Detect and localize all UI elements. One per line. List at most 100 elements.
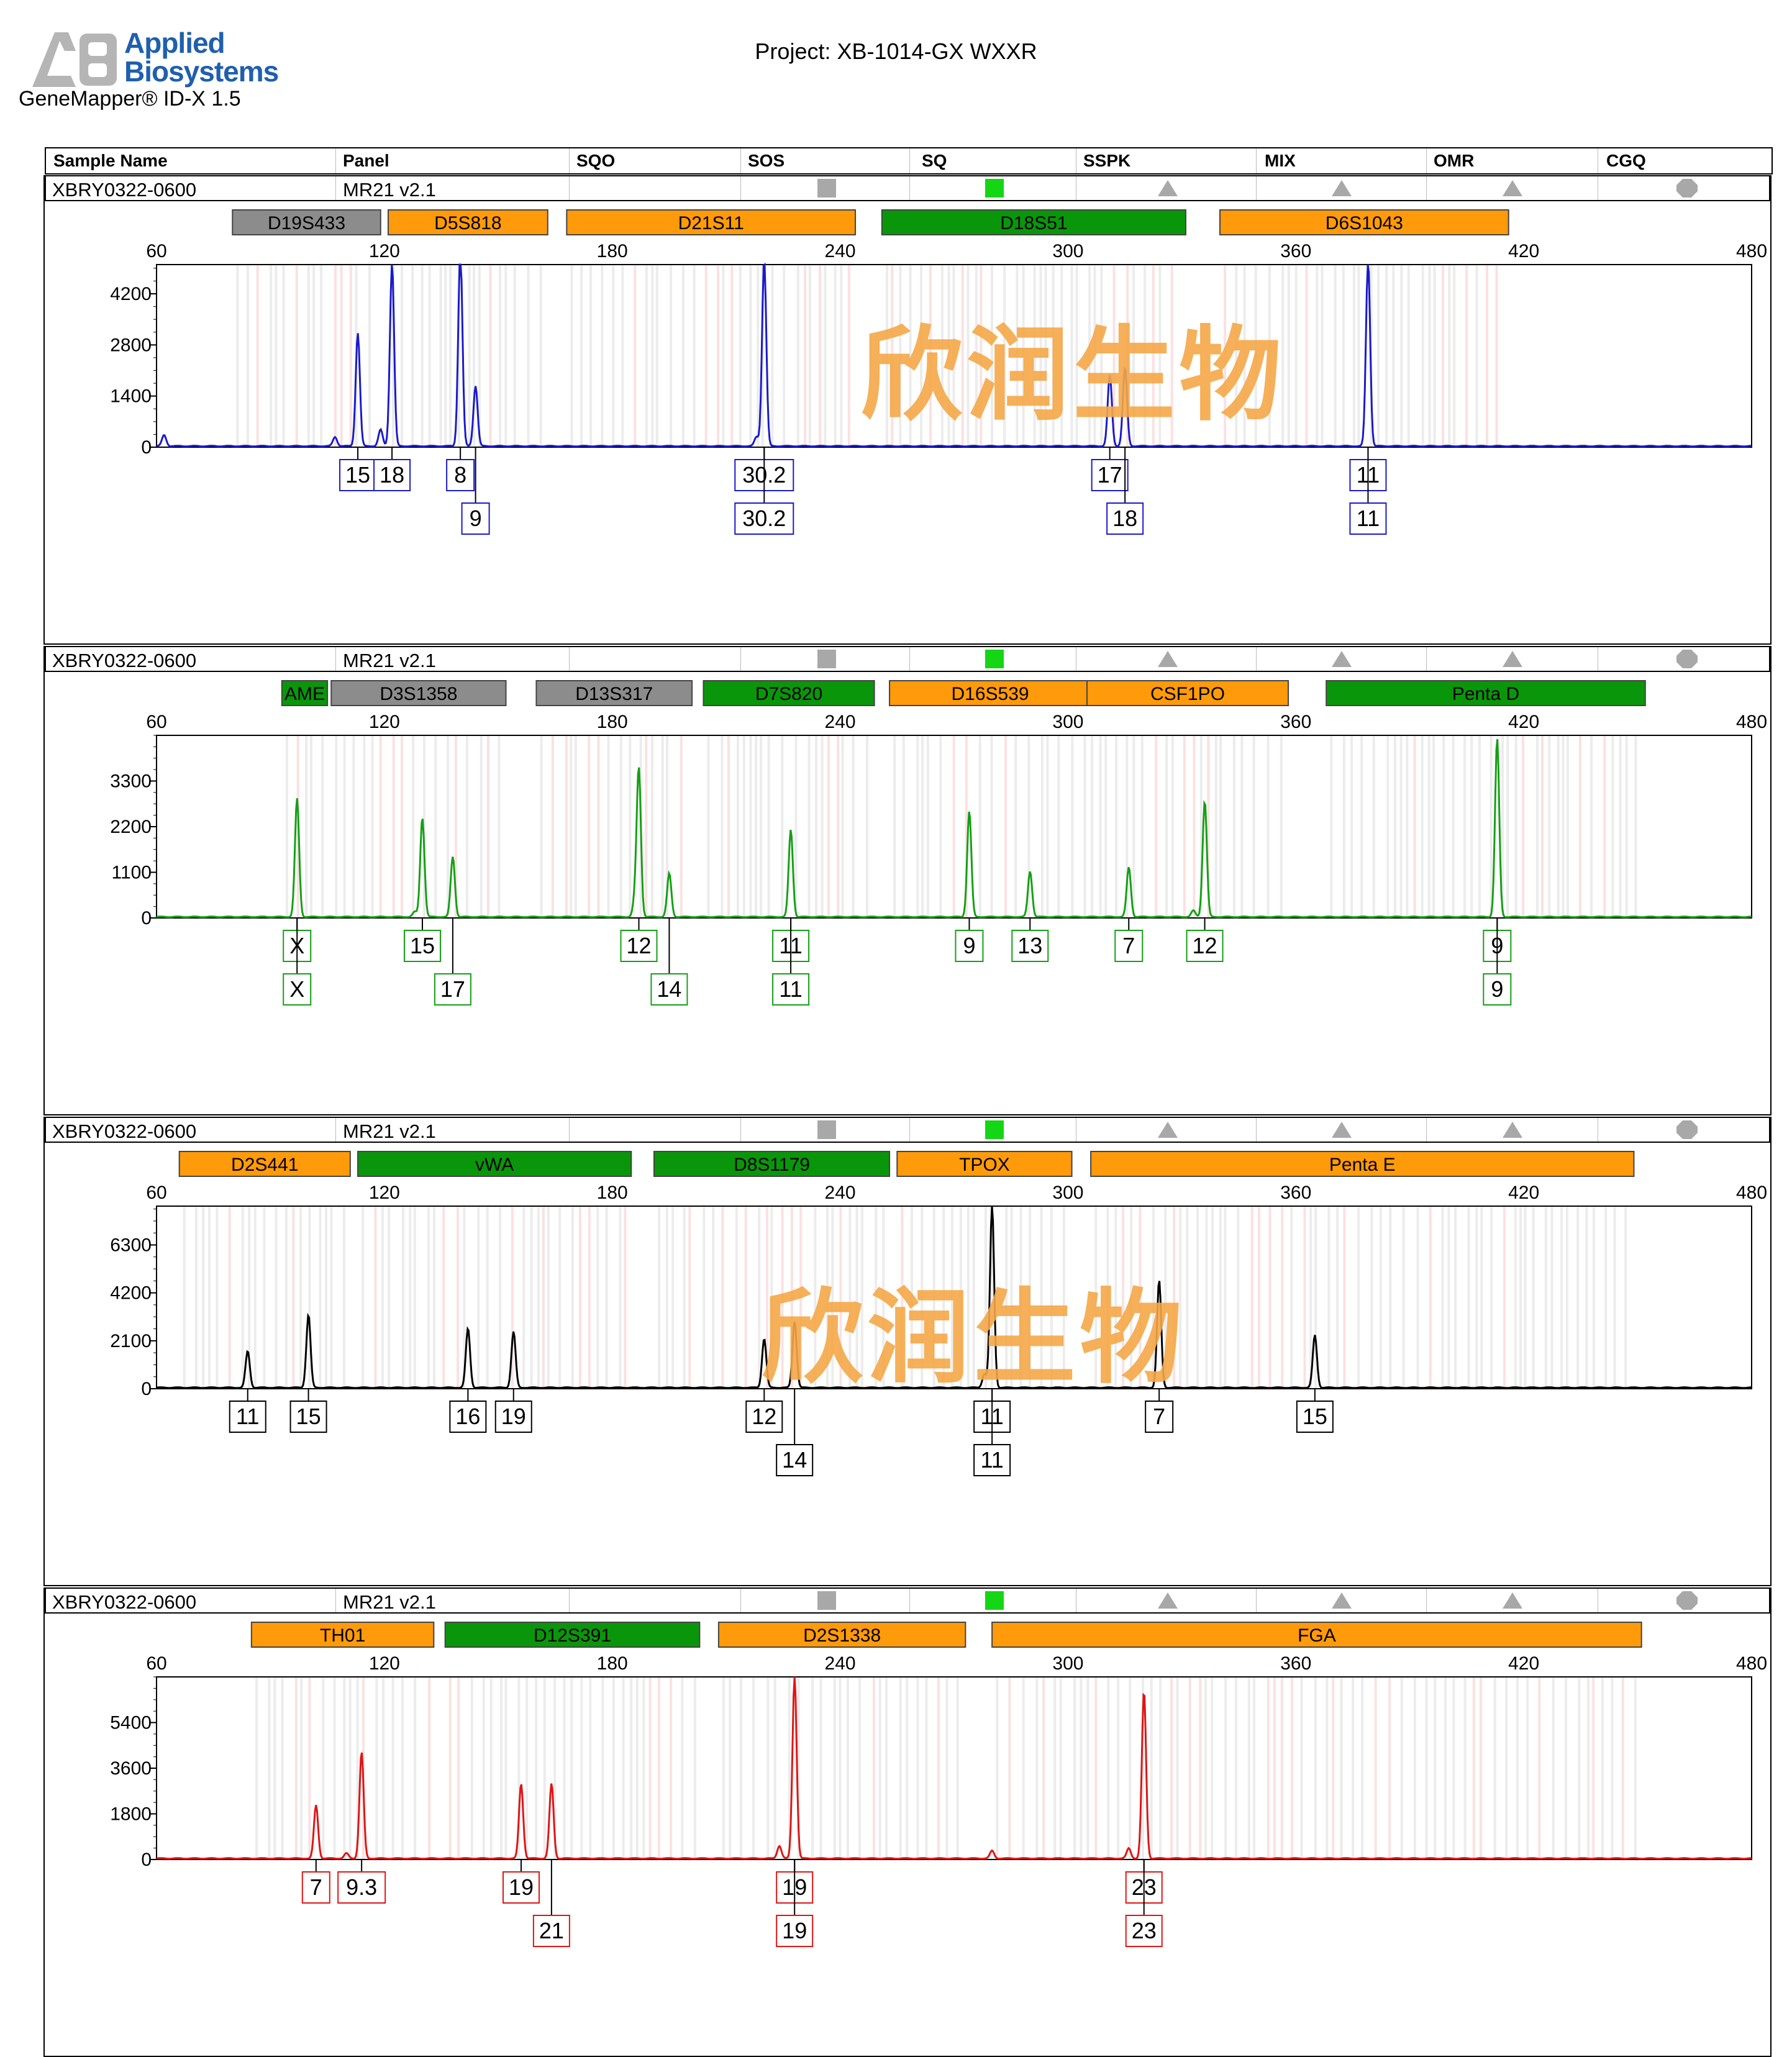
gray-triangle-icon[interactable]	[1501, 179, 1524, 198]
locus-d13s317[interactable]: D13S317	[535, 680, 693, 706]
gray-triangle-icon[interactable]	[1501, 650, 1524, 668]
column-sample-name[interactable]: Sample Name	[53, 151, 168, 170]
green-square-icon[interactable]	[984, 650, 1006, 668]
locus-th01[interactable]: TH01	[250, 1622, 435, 1648]
gray-triangle-icon[interactable]	[1330, 1591, 1353, 1610]
allele-call-box[interactable]: 21	[532, 1859, 570, 1947]
locus-vwa[interactable]: vWA	[357, 1151, 632, 1177]
allele-call-box[interactable]: 19	[494, 1389, 532, 1433]
allele-call-box[interactable]: 11	[973, 1389, 1011, 1476]
allele-call-box[interactable]: 9	[461, 447, 490, 535]
x-tick-label: 420	[1508, 1183, 1539, 1203]
allele-call-box[interactable]: 11	[1349, 447, 1387, 535]
sample-row[interactable]: XBRY0322-0600 MR21 v2.1	[45, 175, 1770, 201]
allele-call-box[interactable]: 12	[1186, 918, 1224, 962]
allele-call-box[interactable]: 15	[404, 918, 441, 962]
allele-call-box[interactable]: 11	[772, 918, 810, 1006]
allele-call-box[interactable]: X	[283, 918, 312, 1006]
locus-d6s1043[interactable]: D6S1043	[1219, 209, 1509, 235]
sample-row[interactable]: XBRY0322-0600 MR21 v2.1	[45, 1587, 1770, 1614]
allele-call-box[interactable]: 9.3	[337, 1859, 386, 1904]
allele-call-box[interactable]: 18	[1106, 447, 1144, 535]
column-mix[interactable]: MIX	[1265, 151, 1296, 170]
gray-octagon-icon[interactable]	[1676, 650, 1698, 668]
x-tick-label: 480	[1736, 241, 1767, 261]
green-square-icon[interactable]	[984, 1120, 1006, 1139]
locus-d3s1358[interactable]: D3S1358	[330, 680, 507, 706]
locus-tpox[interactable]: TPOX	[896, 1151, 1073, 1177]
column-sspk[interactable]: SSPK	[1083, 151, 1131, 170]
allele-call-box[interactable]: 8	[446, 447, 475, 491]
locus-d19s433[interactable]: D19S433	[232, 209, 381, 235]
allele-call-box[interactable]: 15	[339, 447, 377, 491]
locus-d12s391[interactable]: D12S391	[444, 1622, 701, 1648]
gray-octagon-icon[interactable]	[1676, 1120, 1698, 1139]
allele-call-box[interactable]: 16	[449, 1389, 487, 1433]
allele-call-box[interactable]: 30.2	[734, 447, 794, 535]
gray-square-icon[interactable]	[816, 1591, 839, 1610]
column-cgq[interactable]: CGQ	[1606, 151, 1646, 170]
gray-square-icon[interactable]	[816, 1120, 839, 1139]
locus-label: D8S1179	[734, 1155, 810, 1175]
locus-d21s11[interactable]: D21S11	[566, 209, 857, 235]
locus-d7s820[interactable]: D7S820	[703, 680, 875, 706]
gray-triangle-icon[interactable]	[1501, 1591, 1524, 1610]
gray-octagon-icon[interactable]	[1676, 1591, 1698, 1610]
gray-triangle-icon[interactable]	[1330, 179, 1353, 198]
allele-call-box[interactable]: 19	[776, 1859, 814, 1947]
gray-square-icon[interactable]	[816, 179, 839, 198]
allele-call-box[interactable]: 7	[1145, 1389, 1174, 1433]
locus-d18s51[interactable]: D18S51	[881, 209, 1186, 235]
allele-call-box[interactable]: 23	[1125, 1859, 1163, 1947]
column-sq[interactable]: SQ	[922, 151, 947, 170]
gray-triangle-icon[interactable]	[1157, 1120, 1179, 1139]
column-sos[interactable]: SOS	[748, 151, 785, 170]
allele-call-box[interactable]: 14	[776, 1389, 814, 1476]
column-sqo[interactable]: SQO	[576, 151, 616, 170]
gray-octagon-icon[interactable]	[1676, 179, 1698, 198]
locus-d8s1179[interactable]: D8S1179	[653, 1151, 891, 1177]
locus-d2s1338[interactable]: D2S1338	[717, 1622, 966, 1648]
allele-call-box[interactable]: 15	[1296, 1389, 1334, 1433]
allele-call-box[interactable]: 12	[745, 1389, 783, 1433]
allele-call-box[interactable]: 12	[620, 918, 658, 962]
gray-triangle-icon[interactable]	[1501, 1120, 1524, 1139]
allele-call-box[interactable]: 18	[373, 447, 411, 491]
gray-triangle-icon[interactable]	[1157, 179, 1179, 198]
sample-row[interactable]: XBRY0322-0600 MR21 v2.1	[45, 646, 1770, 672]
gray-triangle-icon[interactable]	[1157, 650, 1179, 668]
green-square-icon[interactable]	[984, 1591, 1006, 1610]
allele-call-box[interactable]: 14	[650, 918, 688, 1006]
gray-triangle-icon[interactable]	[1330, 650, 1353, 668]
allele-call-box[interactable]: 13	[1011, 918, 1049, 962]
locus-penta-e[interactable]: Penta E	[1090, 1151, 1635, 1177]
green-square-icon[interactable]	[984, 179, 1006, 198]
locus-d5s818[interactable]: D5S818	[387, 209, 548, 235]
y-tick-label: 3600	[110, 1758, 152, 1779]
allele-call-box[interactable]: 11	[229, 1389, 266, 1433]
allele-call-box[interactable]: 17	[434, 918, 471, 1006]
locus-csf1po[interactable]: CSF1PO	[1086, 680, 1289, 706]
gray-square-icon[interactable]	[816, 650, 839, 668]
x-tick-label: 240	[825, 241, 856, 261]
allele-call-box[interactable]: 7	[1114, 918, 1144, 962]
y-tick-label: 1100	[111, 863, 152, 883]
gray-triangle-icon[interactable]	[1157, 1591, 1179, 1610]
locus-label: D19S433	[268, 213, 345, 234]
allele-call-box[interactable]: 9	[955, 918, 984, 962]
x-tick-label: 60	[146, 1653, 166, 1674]
column-panel[interactable]: Panel	[343, 151, 389, 170]
gray-triangle-icon[interactable]	[1330, 1120, 1353, 1139]
locus-fga[interactable]: FGA	[991, 1622, 1642, 1648]
allele-call-box[interactable]: 15	[289, 1389, 327, 1433]
allele-call-box[interactable]: 19	[502, 1859, 540, 1904]
locus-d2s441[interactable]: D2S441	[178, 1151, 351, 1177]
sample-row[interactable]: XBRY0322-0600 MR21 v2.1	[45, 1117, 1770, 1143]
column-omr[interactable]: OMR	[1434, 151, 1475, 170]
allele-call-box[interactable]: 9	[1483, 918, 1512, 1006]
locus-d16s539[interactable]: D16S539	[889, 680, 1092, 706]
locus-penta-d[interactable]: Penta D	[1326, 680, 1646, 706]
allele-call-box[interactable]: 17	[1091, 447, 1129, 491]
allele-call-box[interactable]: 7	[301, 1859, 330, 1904]
locus-ame[interactable]: AME	[281, 680, 329, 706]
